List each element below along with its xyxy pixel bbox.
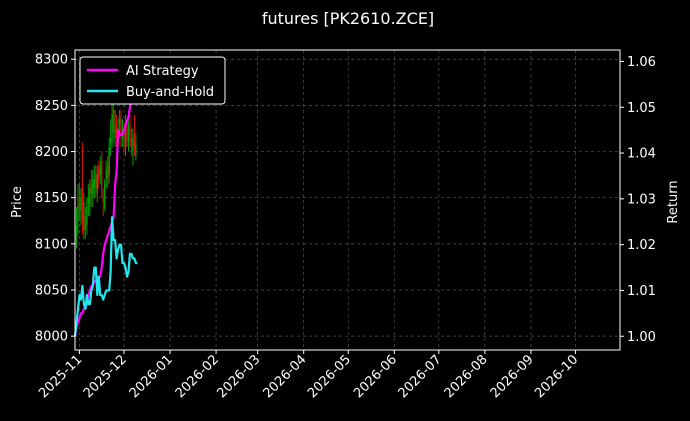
candle-body xyxy=(112,110,115,134)
candle-body xyxy=(124,131,127,147)
candle-body xyxy=(123,133,125,141)
candle-body xyxy=(96,174,98,194)
candle-body xyxy=(98,170,100,180)
candle-body xyxy=(106,165,109,180)
y-right-tick-label: 1.05 xyxy=(627,101,656,116)
candle-body xyxy=(126,128,128,138)
y-right-tick-label: 1.02 xyxy=(627,238,656,253)
candle-body xyxy=(90,183,93,194)
candle-body xyxy=(86,206,88,226)
candle-body xyxy=(127,125,130,143)
y-left-tick-label: 8100 xyxy=(35,237,68,252)
candlestick-series xyxy=(75,96,137,249)
candle-body xyxy=(118,116,121,124)
candle-body xyxy=(83,202,85,230)
candle-body xyxy=(81,183,84,221)
candle-body xyxy=(93,179,96,189)
candle-body xyxy=(111,114,113,134)
return-lines xyxy=(73,88,138,337)
candle-body xyxy=(115,128,118,138)
y-right-tick-label: 1.01 xyxy=(627,284,656,299)
y-right-tick-label: 1.06 xyxy=(627,55,656,70)
candle-body xyxy=(114,125,116,138)
candle-body xyxy=(120,119,122,134)
candle-body xyxy=(80,197,82,212)
candle-body xyxy=(95,174,97,189)
candle-body xyxy=(75,225,78,240)
y-axis-right-label: Return xyxy=(666,180,681,223)
candle-body xyxy=(87,197,90,203)
legend-label-buy-and-hold: Buy-and-Hold xyxy=(126,85,214,100)
candle-body xyxy=(109,137,112,143)
candle-body xyxy=(133,133,136,147)
candle-body xyxy=(132,137,134,152)
candle-body xyxy=(92,179,94,198)
candle-body xyxy=(130,137,133,147)
candle-body xyxy=(108,146,110,175)
candle-body xyxy=(84,216,87,230)
plot-frame xyxy=(74,49,621,351)
buy-and-hold-line xyxy=(73,216,138,337)
y-axis-left-label: Price xyxy=(10,186,25,218)
candle-body xyxy=(77,206,79,221)
y-right-tick-label: 1.04 xyxy=(627,147,656,162)
y-left-tick-label: 8300 xyxy=(35,53,68,68)
candle-body xyxy=(129,123,131,135)
candle-body xyxy=(105,170,107,180)
legend-label-ai-strategy: AI Strategy xyxy=(126,64,199,79)
candle-body xyxy=(102,197,104,203)
legend: AI Strategy Buy-and-Hold xyxy=(79,56,226,105)
y-left-tick-label: 8200 xyxy=(35,145,68,160)
candle-body xyxy=(89,188,91,207)
candle-body xyxy=(135,142,137,157)
candle-body xyxy=(99,165,101,175)
candle-body xyxy=(78,197,81,212)
y-left-tick-label: 8250 xyxy=(35,99,68,114)
y-right-tick-label: 1.03 xyxy=(627,192,656,207)
y-left-tick-label: 8000 xyxy=(35,330,68,345)
y-right-tick-label: 1.00 xyxy=(627,330,656,345)
y-left-tick-label: 8050 xyxy=(35,284,68,299)
candle-body xyxy=(104,183,106,207)
y-left-tick-label: 8150 xyxy=(35,191,68,206)
chart-title: futures [PK2610.ZCE] xyxy=(262,9,434,28)
candle-body xyxy=(101,160,103,189)
